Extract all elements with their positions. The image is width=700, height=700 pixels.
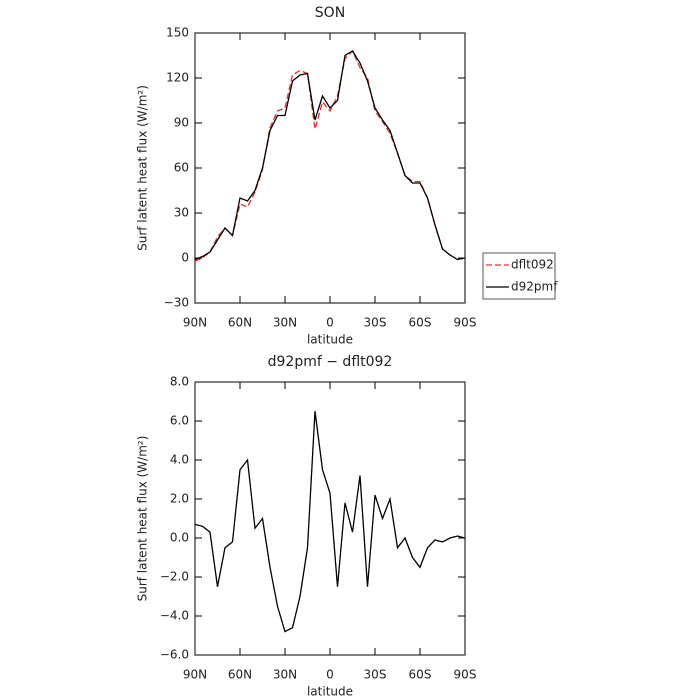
y-tick-label: 30 bbox=[174, 206, 189, 220]
x-tick-label: 60N bbox=[228, 668, 252, 682]
y-tick-label: 150 bbox=[166, 26, 189, 40]
x-tick-label: 90S bbox=[454, 668, 477, 682]
y-tick-label: 90 bbox=[174, 116, 189, 130]
y-tick-label: 2.0 bbox=[170, 492, 189, 506]
x-axis-label: latitude bbox=[307, 333, 353, 347]
y-tick-label: 0 bbox=[181, 251, 189, 265]
x-axis-label: latitude bbox=[307, 685, 353, 699]
y-axis-label: Surf latent heat flux (W/m²) bbox=[136, 436, 150, 602]
y-tick-label: 60 bbox=[174, 161, 189, 175]
y-tick-label: −6.0 bbox=[160, 648, 189, 662]
x-tick-label: 30N bbox=[273, 316, 297, 330]
x-tick-label: 0 bbox=[326, 668, 334, 682]
x-tick-label: 0 bbox=[326, 316, 334, 330]
x-tick-label: 30N bbox=[273, 668, 297, 682]
data-line bbox=[194, 49, 466, 262]
data-line bbox=[194, 411, 466, 633]
legend-label: dflt092 bbox=[511, 258, 554, 272]
y-tick-label: 4.0 bbox=[170, 453, 189, 467]
plot-frame bbox=[194, 32, 466, 304]
legend-box bbox=[482, 252, 556, 300]
x-tick-label: 60S bbox=[409, 668, 432, 682]
legend-label: d92pmf bbox=[511, 280, 558, 294]
x-tick-label: 90N bbox=[183, 316, 207, 330]
y-tick-label: −2.0 bbox=[160, 570, 189, 584]
x-tick-label: 30S bbox=[364, 316, 387, 330]
x-tick-label: 90N bbox=[183, 668, 207, 682]
chart-title: SON bbox=[315, 5, 345, 21]
y-tick-label: 120 bbox=[166, 71, 189, 85]
data-line bbox=[194, 50, 466, 261]
x-tick-label: 90S bbox=[454, 316, 477, 330]
y-tick-label: 8.0 bbox=[170, 375, 189, 389]
y-tick-label: 0.0 bbox=[170, 531, 189, 545]
chart-title: d92pmf − dflt092 bbox=[268, 354, 393, 370]
y-axis-label: Surf latent heat flux (W/m²) bbox=[136, 85, 150, 251]
x-tick-label: 60S bbox=[409, 316, 432, 330]
x-tick-label: 30S bbox=[364, 668, 387, 682]
y-tick-label: 6.0 bbox=[170, 414, 189, 428]
y-tick-label: −30 bbox=[164, 296, 189, 310]
y-tick-label: −4.0 bbox=[160, 609, 189, 623]
x-tick-label: 60N bbox=[228, 316, 252, 330]
